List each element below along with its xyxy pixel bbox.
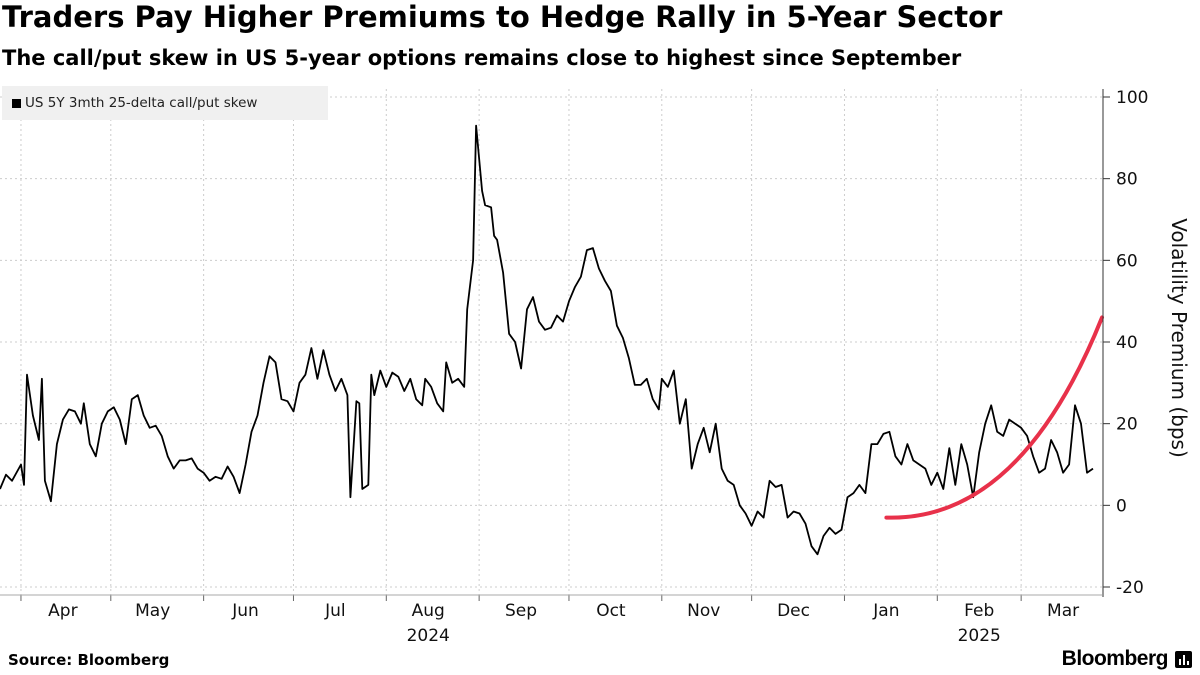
legend: US 5Y 3mth 25-delta call/put skew: [2, 86, 328, 120]
legend-swatch: [12, 98, 21, 108]
y-tick-label: 20: [1116, 415, 1138, 435]
x-tick-label: Sep: [505, 601, 537, 621]
x-tick-label: Jul: [324, 601, 346, 621]
x-year-label: 2024: [407, 626, 450, 646]
chart-title: Traders Pay Higher Premiums to Hedge Ral…: [2, 0, 1003, 34]
chart-subtitle: The call/put skew in US 5-year options r…: [2, 46, 962, 70]
x-axis: Apr May Jun Jul Aug Sep Oct Nov Dec Jan Feb Mar 2024…: [0, 594, 1102, 646]
grid-lines: [0, 89, 1102, 595]
x-tick-label: Nov: [687, 601, 720, 621]
x-tick-label: May: [135, 601, 170, 621]
x-year-label: 2025: [958, 626, 1001, 646]
x-tick-label: Aug: [412, 601, 445, 621]
trend-arc-annotation: [884, 315, 1104, 520]
series-line: [0, 124, 1094, 556]
y-tick-label: 0: [1116, 496, 1127, 516]
x-tick-label: Feb: [964, 601, 994, 621]
x-tick-label: Apr: [48, 601, 77, 621]
y-axis: 100 80 60 40 20 0 -20: [1102, 88, 1148, 598]
y-tick-label: -20: [1116, 578, 1144, 598]
bloomberg-terminal-icon: [1175, 651, 1192, 668]
x-tick-label: Mar: [1047, 601, 1079, 621]
y-tick-label: 40: [1116, 333, 1138, 353]
y-axis-title: Volatility Premium (bps): [1167, 218, 1191, 458]
y-tick-label: 100: [1116, 88, 1148, 108]
y-tick-label: 60: [1116, 251, 1138, 271]
y-tick-label: 80: [1116, 170, 1138, 190]
x-tick-label: Dec: [777, 601, 810, 621]
brand-wordmark: Bloomberg: [1061, 647, 1169, 670]
legend-label: US 5Y 3mth 25-delta call/put skew: [25, 95, 258, 111]
series-layer: [0, 124, 1094, 556]
x-tick-label: Jan: [872, 601, 899, 621]
annotation-layer: [884, 315, 1104, 520]
x-tick-label: Jun: [231, 601, 259, 621]
source-note: Source: Bloomberg: [8, 651, 170, 669]
x-tick-label: Oct: [596, 601, 626, 621]
